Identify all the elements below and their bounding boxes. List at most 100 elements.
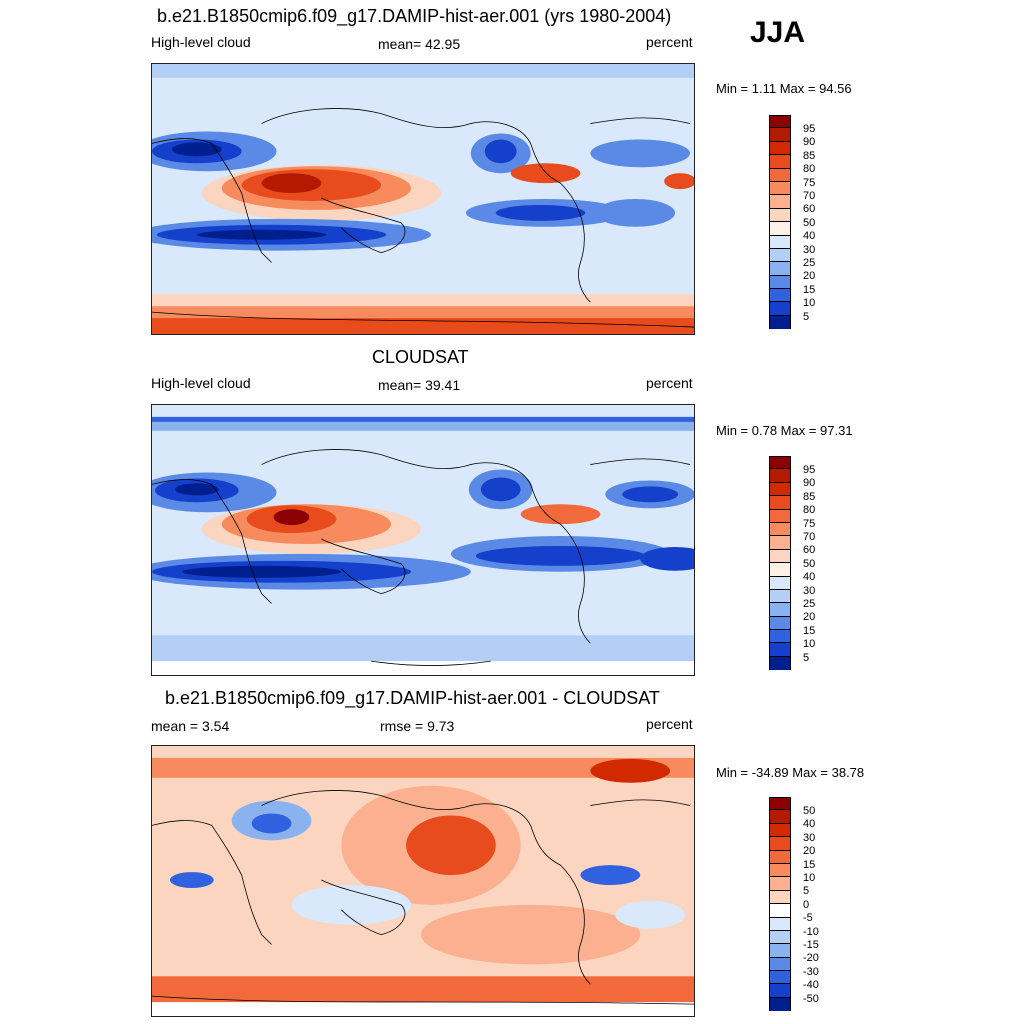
colorbar-tick: 25: [803, 257, 816, 269]
colorbar-swatch: [770, 302, 790, 316]
panel2-minmax-label: Min = 0.78 Max = 97.31: [716, 423, 853, 438]
colorbar-tick: 80: [803, 504, 816, 517]
colorbar-tick: -50: [803, 992, 819, 1005]
panel3-map: [151, 745, 695, 1017]
colorbar-swatch: [770, 222, 790, 236]
colorbar-swatch: [770, 248, 790, 263]
colorbar-swatch: [770, 656, 790, 671]
colorbar-swatch: [770, 469, 790, 483]
colorbar-swatch: [770, 810, 790, 824]
panel1-title: b.e21.B1850cmip6.f09_g17.DAMIP-hist-aer.…: [157, 6, 672, 26]
colorbar-swatch: [770, 930, 790, 945]
panel2-mean-label: mean= 39.41: [378, 377, 461, 393]
panel1-mean-label: mean= 42.95: [378, 36, 461, 52]
colorbar-swatch: [770, 128, 790, 142]
panel3-title: b.e21.B1850cmip6.f09_g17.DAMIP-hist-aer.…: [165, 688, 660, 708]
colorbar-swatch: [770, 208, 790, 223]
panel3-units-label: percent: [646, 716, 693, 732]
colorbar-tick: 20: [803, 611, 816, 624]
colorbar-tick: 15: [803, 624, 816, 637]
colorbar-tick: 95: [803, 123, 816, 135]
panel3-rmse-label: rmse = 9.73: [380, 718, 455, 734]
colorbar-swatch: [770, 643, 790, 657]
colorbar-tick: 5: [803, 885, 810, 898]
colorbar-swatch: [770, 798, 790, 811]
colorbar-swatch: [770, 589, 790, 604]
colorbar-swatch: [770, 457, 790, 470]
colorbar-tick: -40: [803, 979, 819, 992]
colorbar-tick: 40: [803, 818, 816, 831]
colorbar-swatch: [770, 116, 790, 129]
colorbar-swatch: [770, 141, 790, 156]
season-label: JJA: [750, 16, 806, 49]
panel2-variable-label: High-level cloud: [151, 375, 251, 391]
colorbar-tick: -15: [803, 939, 819, 951]
colorbar-tick: 85: [803, 490, 816, 503]
colorbar-tick: -30: [803, 965, 819, 978]
panel1-map: [151, 63, 695, 335]
colorbar-swatch: [770, 957, 790, 972]
colorbar-tick: 40: [803, 571, 816, 584]
colorbar-swatch: [770, 482, 790, 497]
colorbar-swatch: [770, 603, 790, 617]
colorbar-swatch: [770, 315, 790, 330]
colorbar-tick: 25: [803, 598, 816, 610]
colorbar-tick: 50: [803, 557, 816, 570]
colorbar-swatch: [770, 997, 790, 1012]
colorbar-tick: 90: [803, 477, 816, 490]
colorbar-swatch: [770, 235, 790, 249]
colorbar-swatch: [770, 890, 790, 905]
colorbar-swatch: [770, 195, 790, 209]
colorbar-swatch: [770, 944, 790, 958]
colorbar-swatch: [770, 536, 790, 550]
colorbar-tick: 5: [803, 310, 810, 323]
colorbar-swatch: [770, 877, 790, 891]
colorbar-swatch: [770, 850, 790, 864]
colorbar-tick: 50: [803, 216, 816, 229]
colorbar-tick: 15: [803, 283, 816, 296]
colorbar-tick: 60: [803, 544, 816, 557]
colorbar-swatch: [770, 616, 790, 631]
colorbar-tick: 70: [803, 190, 816, 202]
colorbar-swatch: [770, 181, 790, 196]
colorbar-swatch: [770, 168, 790, 182]
panel3-colorbar: [769, 797, 791, 1012]
panel2-colorbar: [769, 456, 791, 671]
colorbar-tick: 30: [803, 831, 816, 844]
colorbar-tick: 80: [803, 163, 816, 176]
colorbar-swatch: [770, 496, 790, 510]
colorbar-tick: 90: [803, 136, 816, 149]
colorbar-tick: 5: [803, 651, 810, 664]
colorbar-tick: 75: [803, 517, 816, 530]
colorbar-swatch: [770, 971, 790, 985]
colorbar-tick: 10: [803, 872, 816, 884]
panel1-colorbar: [769, 115, 791, 330]
colorbar-swatch: [770, 289, 790, 303]
colorbar-swatch: [770, 522, 790, 537]
colorbar-swatch: [770, 563, 790, 577]
colorbar-tick: 70: [803, 531, 816, 543]
colorbar-tick: 50: [803, 805, 816, 817]
colorbar-swatch: [770, 837, 790, 851]
panel2-map: [151, 404, 695, 676]
colorbar-tick: 75: [803, 176, 816, 189]
colorbar-swatch: [770, 275, 790, 290]
panel1-minmax-label: Min = 1.11 Max = 94.56: [716, 81, 852, 96]
colorbar-swatch: [770, 823, 790, 838]
colorbar-tick: 30: [803, 584, 816, 597]
colorbar-tick: 0: [803, 898, 810, 911]
colorbar-tick: 10: [803, 638, 816, 651]
colorbar-swatch: [770, 904, 790, 918]
colorbar-tick: 85: [803, 149, 816, 162]
colorbar-swatch: [770, 630, 790, 644]
panel1-variable-label: High-level cloud: [151, 34, 251, 50]
colorbar-swatch: [770, 549, 790, 564]
colorbar-swatch: [770, 262, 790, 276]
panel3-minmax-label: Min = -34.89 Max = 38.78: [716, 765, 865, 780]
panel1-units-label: percent: [646, 34, 693, 50]
colorbar-tick: 95: [803, 464, 816, 476]
colorbar-swatch: [770, 917, 790, 931]
colorbar-tick: 30: [803, 243, 816, 256]
colorbar-tick: -10: [803, 925, 819, 938]
panel2-title: CLOUDSAT: [372, 347, 469, 367]
